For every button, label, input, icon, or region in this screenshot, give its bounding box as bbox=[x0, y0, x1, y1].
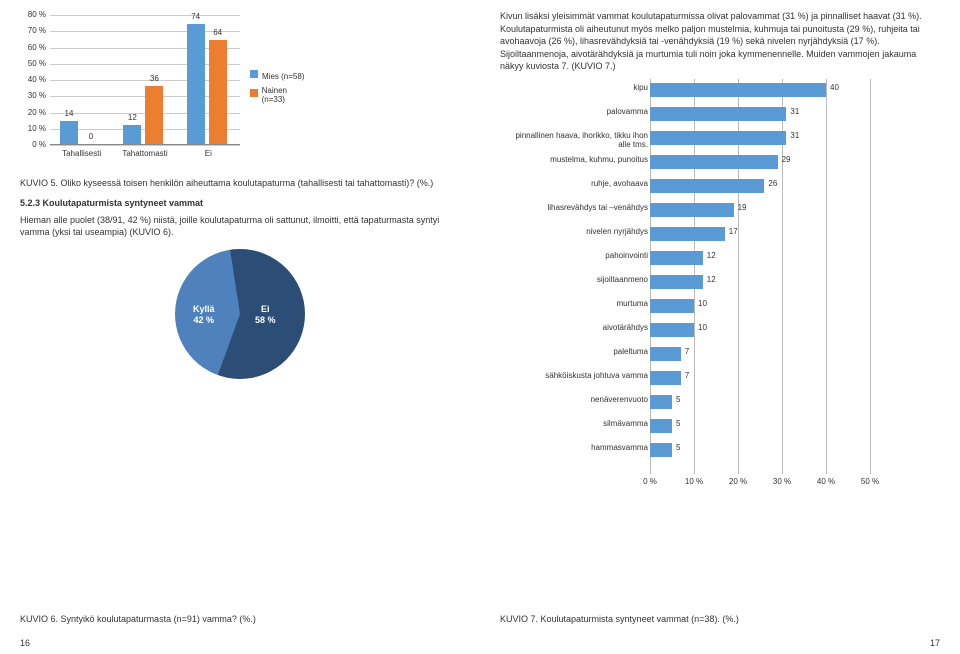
chart1-bar: 74 bbox=[187, 24, 205, 144]
chart1-x-category: Tahallisesti bbox=[50, 149, 113, 158]
chart2-category-label: nivelen nyrjähdys bbox=[503, 228, 648, 237]
chart2-horizontal-bar: 0 % 10 % 20 % 30 % 40 % 50 % kipu 40 palovamma 31… bbox=[500, 79, 880, 499]
chart1-y-tick: 70 % bbox=[20, 26, 46, 35]
chart2-bar bbox=[650, 275, 703, 289]
chart2-bar bbox=[650, 443, 672, 457]
chart2-bar bbox=[650, 395, 672, 409]
chart1-y-tick: 10 % bbox=[20, 124, 46, 133]
section-heading: 5.2.3 Koulutapaturmista syntyneet vammat bbox=[20, 198, 460, 208]
caption-kuvio7: KUVIO 7. Koulutapaturmista syntyneet vam… bbox=[500, 613, 739, 626]
right-column: Kivun lisäksi yleisimmät vammat koulutap… bbox=[480, 0, 960, 654]
chart2-bar bbox=[650, 419, 672, 433]
legend-swatch bbox=[250, 89, 258, 97]
chart2-bar bbox=[650, 83, 826, 97]
chart2-bar-value: 7 bbox=[685, 371, 689, 380]
caption-kuvio6: KUVIO 6. Syntyikö koulutapaturmasta (n=9… bbox=[20, 613, 256, 626]
chart2-bar-value: 26 bbox=[768, 179, 777, 188]
chart2-bar-value: 10 bbox=[698, 323, 707, 332]
body-paragraph: Hieman alle puolet (38/91, 42 %) niistä,… bbox=[20, 214, 460, 239]
chart2-bar-value: 12 bbox=[707, 251, 716, 260]
page-number-right: 17 bbox=[930, 638, 940, 648]
chart2-category-label: aivotärähdys bbox=[503, 324, 648, 333]
chart2-x-tick: 10 % bbox=[682, 477, 706, 486]
body-paragraph: Kivun lisäksi yleisimmät vammat koulutap… bbox=[500, 10, 940, 73]
chart2-x-tick: 30 % bbox=[770, 477, 794, 486]
chart2-bar bbox=[650, 251, 703, 265]
chart1-bar: 14 bbox=[60, 121, 78, 144]
chart2-bar-value: 29 bbox=[782, 155, 791, 164]
chart2-bar bbox=[650, 179, 764, 193]
chart2-category-label: kipu bbox=[503, 84, 648, 93]
chart2-x-tick: 40 % bbox=[814, 477, 838, 486]
chart2-category-label: hammasvamma bbox=[503, 444, 648, 453]
chart2-bar-value: 31 bbox=[790, 107, 799, 116]
chart2-category-label: mustelma, kuhmu, punoitus bbox=[503, 156, 648, 165]
chart2-bar-value: 31 bbox=[790, 131, 799, 140]
chart1-bar-value: 0 bbox=[82, 132, 100, 141]
chart1-bar-value: 64 bbox=[209, 28, 227, 37]
pie-chart: Kyllä42 % Ei58 % bbox=[175, 249, 305, 379]
chart2-bar bbox=[650, 107, 786, 121]
legend-item: Nainen (n=33) bbox=[250, 86, 310, 104]
chart1-y-tick: 30 % bbox=[20, 91, 46, 100]
chart2-bar-value: 5 bbox=[676, 419, 680, 428]
chart1-bar: 12 bbox=[123, 125, 141, 145]
chart2-category-label: murtuma bbox=[503, 300, 648, 309]
chart2-category-label: silmävamma bbox=[503, 420, 648, 429]
chart1-x-category: Ei bbox=[177, 149, 240, 158]
chart2-bar bbox=[650, 299, 694, 313]
left-column: 0 %10 %20 %30 %40 %50 %60 %70 %80 % 1401… bbox=[0, 0, 480, 654]
chart2-x-tick: 20 % bbox=[726, 477, 750, 486]
chart2-bar bbox=[650, 371, 681, 385]
chart2-category-label: pahoinvointi bbox=[503, 252, 648, 261]
chart2-category-label: paleltuma bbox=[503, 348, 648, 357]
chart2-bar-value: 10 bbox=[698, 299, 707, 308]
chart2-category-label: nenäverenvuoto bbox=[503, 396, 648, 405]
chart1-bar: 36 bbox=[145, 86, 163, 145]
chart2-bar bbox=[650, 323, 694, 337]
chart2-bar bbox=[650, 227, 725, 241]
chart1-y-tick: 40 % bbox=[20, 75, 46, 84]
chart1-bar-value: 12 bbox=[123, 113, 141, 122]
chart1-y-tick: 60 % bbox=[20, 43, 46, 52]
caption-kuvio5: KUVIO 5. Oliko kyseessä toisen henkilön … bbox=[20, 177, 460, 190]
chart2-bar-value: 5 bbox=[676, 395, 680, 404]
chart2-bar-value: 40 bbox=[830, 83, 839, 92]
chart2-bar-value: 12 bbox=[707, 275, 716, 284]
chart2-bar bbox=[650, 131, 786, 145]
chart2-bar-value: 19 bbox=[738, 203, 747, 212]
legend-swatch bbox=[250, 70, 258, 78]
chart1-y-tick: 0 % bbox=[20, 140, 46, 149]
chart2-category-label: sähköiskusta johtuva vamma bbox=[503, 372, 648, 381]
chart2-bar bbox=[650, 155, 778, 169]
chart2-bar-value: 5 bbox=[676, 443, 680, 452]
chart1-bar-value: 36 bbox=[145, 74, 163, 83]
chart2-bar-value: 17 bbox=[729, 227, 738, 236]
page: 0 %10 %20 %30 %40 %50 %60 %70 %80 % 1401… bbox=[0, 0, 960, 654]
chart1-grouped-bar: 0 %10 %20 %30 %40 %50 %60 %70 %80 % 1401… bbox=[20, 15, 310, 165]
chart2-bar bbox=[650, 203, 734, 217]
chart2-category-label: palovamma bbox=[503, 108, 648, 117]
chart1-y-tick: 80 % bbox=[20, 10, 46, 19]
chart2-category-label: lihasrevähdys tai –venähdys bbox=[503, 204, 648, 213]
legend-label: Mies (n=58) bbox=[262, 72, 304, 81]
chart2-category-label: ruhje, avohaava bbox=[503, 180, 648, 189]
chart1-bar-value: 74 bbox=[187, 12, 205, 21]
legend-label: Nainen (n=33) bbox=[262, 86, 310, 104]
chart1-bar: 64 bbox=[209, 40, 227, 144]
chart2-bar bbox=[650, 347, 681, 361]
chart1-x-category: Tahattomasti bbox=[113, 149, 176, 158]
chart2-category-label: sijoiltaanmeno bbox=[503, 276, 648, 285]
page-number-left: 16 bbox=[20, 638, 30, 648]
chart2-bar-value: 7 bbox=[685, 347, 689, 356]
chart1-y-tick: 20 % bbox=[20, 108, 46, 117]
pie-slice-label: Kyllä42 % bbox=[193, 304, 215, 326]
pie-slice-label: Ei58 % bbox=[255, 304, 276, 326]
legend-item: Mies (n=58) bbox=[250, 70, 310, 82]
chart1-y-tick: 50 % bbox=[20, 59, 46, 68]
chart2-x-tick: 0 % bbox=[638, 477, 662, 486]
chart2-x-tick: 50 % bbox=[858, 477, 882, 486]
chart1-bar-value: 14 bbox=[60, 109, 78, 118]
chart2-category-label: pinnallinen haava, ihorikko, tikku ihon … bbox=[503, 132, 648, 150]
